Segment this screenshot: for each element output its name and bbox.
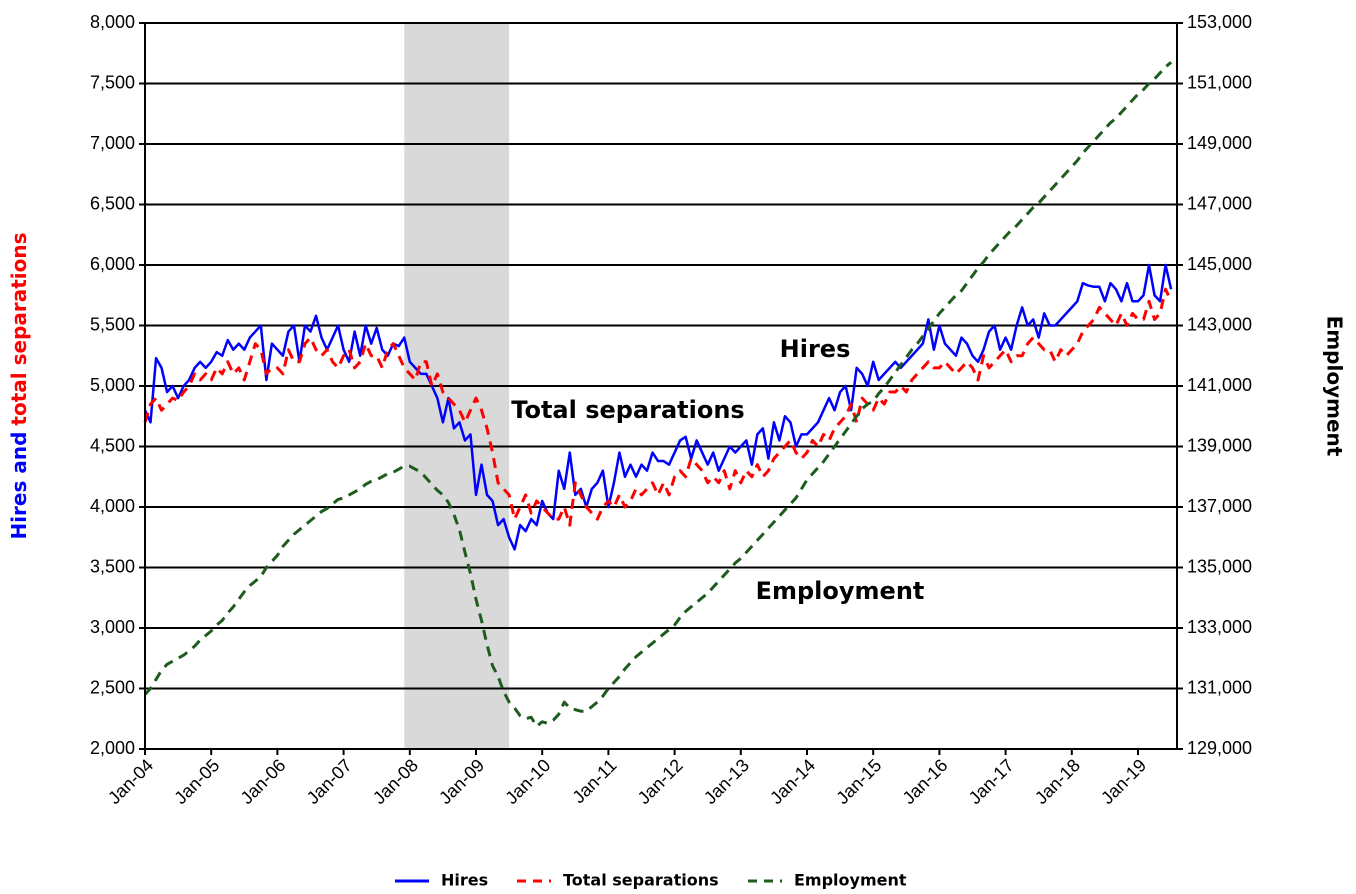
x-tick-label: Jan-12 bbox=[634, 755, 687, 808]
x-tick-label: Jan-15 bbox=[832, 755, 885, 808]
y-tick-label: 4,000 bbox=[90, 496, 135, 516]
series-line bbox=[143, 61, 1173, 728]
y-axis-label-part: Hires and bbox=[7, 432, 31, 540]
y2-tick-label: 141,000 bbox=[1187, 375, 1252, 395]
x-tick-label: Jan-08 bbox=[369, 755, 422, 808]
x-tick-label: Jan-18 bbox=[1031, 755, 1084, 808]
legend-label: Total separations bbox=[563, 871, 719, 890]
x-tick-label: Jan-11 bbox=[568, 755, 620, 807]
annotation: Hires bbox=[780, 335, 851, 363]
y-tick-label: 7,500 bbox=[90, 72, 135, 92]
x-tick-label: Jan-19 bbox=[1097, 755, 1150, 808]
y2-tick-label: 133,000 bbox=[1187, 617, 1252, 637]
series-line bbox=[143, 287, 1173, 527]
y2-tick-label: 149,000 bbox=[1187, 133, 1252, 153]
y2-tick-label: 131,000 bbox=[1187, 677, 1252, 697]
y2-axis-label: Employment bbox=[1323, 316, 1347, 457]
x-tick-label: Jan-09 bbox=[435, 755, 488, 808]
y-axis-label: Hires and total separations bbox=[7, 232, 31, 539]
x-tick-label: Jan-10 bbox=[501, 755, 554, 808]
x-tick-label: Jan-14 bbox=[766, 755, 819, 808]
series-line bbox=[143, 263, 1173, 551]
x-tick-label: Jan-04 bbox=[104, 755, 157, 808]
y2-tick-label: 153,000 bbox=[1187, 12, 1252, 32]
x-tick-label: Jan-06 bbox=[237, 755, 290, 808]
annotation: Total separations bbox=[511, 396, 744, 424]
y-tick-label: 5,500 bbox=[90, 314, 135, 334]
x-tick-label: Jan-17 bbox=[965, 755, 1018, 808]
x-tick-label: Jan-13 bbox=[700, 755, 753, 808]
y-tick-label: 2,000 bbox=[90, 738, 135, 758]
y-axis-label-part: total separations bbox=[7, 232, 31, 425]
y-tick-label: 3,000 bbox=[90, 617, 135, 637]
x-tick-label: Jan-05 bbox=[170, 755, 223, 808]
y2-tick-label: 135,000 bbox=[1187, 556, 1252, 576]
y-tick-label: 8,000 bbox=[90, 12, 135, 32]
y2-tick-label: 151,000 bbox=[1187, 72, 1252, 92]
x-tick-label: Jan-07 bbox=[303, 755, 356, 808]
y-tick-label: 3,500 bbox=[90, 556, 135, 576]
legend-label: Hires bbox=[441, 871, 488, 890]
y-tick-label: 5,000 bbox=[90, 375, 135, 395]
y-tick-label: 6,000 bbox=[90, 254, 135, 274]
y2-tick-label: 143,000 bbox=[1187, 314, 1252, 334]
y2-tick-label: 145,000 bbox=[1187, 254, 1252, 274]
y2-tick-label: 147,000 bbox=[1187, 193, 1252, 213]
y-tick-label: 2,500 bbox=[90, 677, 135, 697]
y-tick-label: 7,000 bbox=[90, 133, 135, 153]
y-tick-label: 6,500 bbox=[90, 193, 135, 213]
x-tick-label: Jan-16 bbox=[899, 755, 952, 808]
legend-label: Employment bbox=[794, 871, 907, 890]
annotation: Employment bbox=[756, 577, 925, 605]
y2-tick-label: 129,000 bbox=[1187, 738, 1252, 758]
y-tick-label: 4,500 bbox=[90, 435, 135, 455]
y2-tick-label: 137,000 bbox=[1187, 496, 1252, 516]
y2-tick-label: 139,000 bbox=[1187, 435, 1252, 455]
